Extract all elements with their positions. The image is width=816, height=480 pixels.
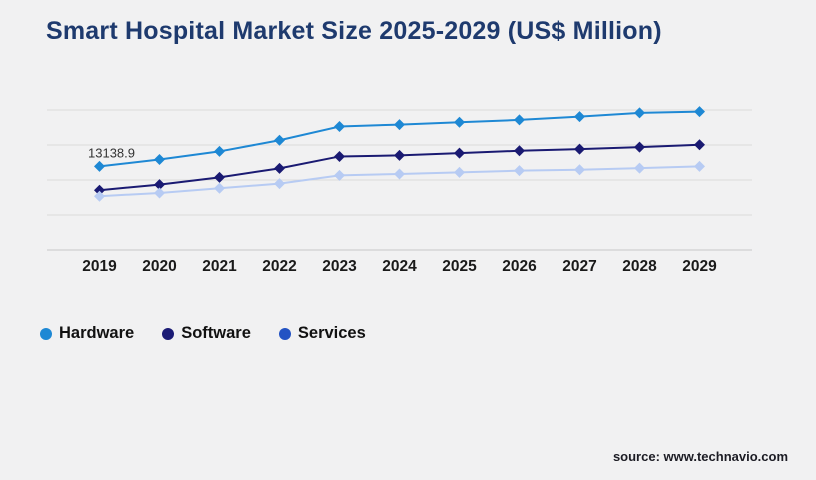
data-point-hardware-2029[interactable]	[694, 106, 705, 118]
chart-legend: Hardware Software Services	[40, 324, 394, 343]
x-axis-label-2023: 2023	[322, 258, 357, 275]
x-axis-label-2027: 2027	[562, 258, 596, 275]
x-axis-label-2025: 2025	[442, 258, 477, 275]
data-point-software-2022[interactable]	[274, 162, 285, 174]
data-point-software-2029[interactable]	[694, 139, 705, 151]
data-point-hardware-2026[interactable]	[514, 114, 525, 126]
legend-item-hardware[interactable]: Hardware	[40, 324, 134, 343]
data-point-services-2024[interactable]	[394, 168, 405, 180]
data-point-hardware-2027[interactable]	[574, 111, 585, 123]
data-point-services-2020[interactable]	[154, 187, 165, 199]
data-point-hardware-2020[interactable]	[154, 153, 165, 165]
page-title: Smart Hospital Market Size 2025-2029 (US…	[46, 17, 662, 45]
data-point-hardware-2021[interactable]	[214, 145, 225, 157]
data-point-software-2019[interactable]	[94, 184, 105, 196]
data-point-services-2027[interactable]	[574, 164, 585, 176]
data-point-software-2028[interactable]	[634, 141, 645, 153]
data-label-hardware-2019: 13138.9	[88, 145, 135, 160]
legend-label-services: Services	[297, 324, 366, 342]
x-axis-label-2024: 2024	[382, 258, 417, 275]
x-axis-label-2026: 2026	[502, 258, 537, 275]
data-point-software-2026[interactable]	[514, 145, 525, 157]
data-point-software-2020[interactable]	[154, 179, 165, 191]
data-point-services-2022[interactable]	[274, 178, 285, 190]
data-point-hardware-2028[interactable]	[634, 107, 645, 119]
services-series-dot-icon	[278, 327, 291, 340]
x-axis-label-2021: 2021	[202, 258, 237, 275]
data-point-software-2024[interactable]	[394, 149, 405, 161]
data-point-software-2023[interactable]	[334, 150, 345, 162]
data-point-hardware-2023[interactable]	[334, 121, 345, 133]
legend-item-services[interactable]: Services	[278, 324, 366, 343]
legend-item-software[interactable]: Software	[162, 324, 251, 343]
data-point-services-2028[interactable]	[634, 162, 645, 174]
data-point-services-2021[interactable]	[214, 182, 225, 194]
source-attribution: source: www.technavio.com	[612, 449, 788, 464]
data-point-services-2025[interactable]	[454, 166, 465, 178]
hardware-series-dot-icon	[40, 327, 52, 340]
x-axis-label-2028: 2028	[622, 258, 657, 275]
data-point-services-2029[interactable]	[694, 160, 705, 172]
data-point-hardware-2019[interactable]	[94, 160, 105, 172]
x-axis-label-2020: 2020	[142, 258, 176, 275]
data-point-software-2025[interactable]	[454, 147, 465, 159]
data-point-software-2027[interactable]	[574, 143, 585, 155]
data-point-software-2021[interactable]	[214, 171, 225, 183]
x-axis-label-2022: 2022	[262, 258, 296, 275]
data-point-hardware-2022[interactable]	[274, 134, 285, 146]
data-point-hardware-2024[interactable]	[394, 119, 405, 131]
legend-label-hardware: Hardware	[59, 324, 135, 342]
data-point-services-2023[interactable]	[334, 169, 345, 181]
x-axis-label-2019: 2019	[82, 258, 117, 275]
legend-label-software: Software	[181, 324, 251, 342]
data-point-services-2019[interactable]	[94, 190, 105, 202]
x-axis-label-2029: 2029	[682, 258, 717, 275]
data-point-services-2026[interactable]	[514, 165, 525, 177]
software-series-dot-icon	[162, 327, 175, 340]
data-point-hardware-2025[interactable]	[454, 116, 465, 128]
